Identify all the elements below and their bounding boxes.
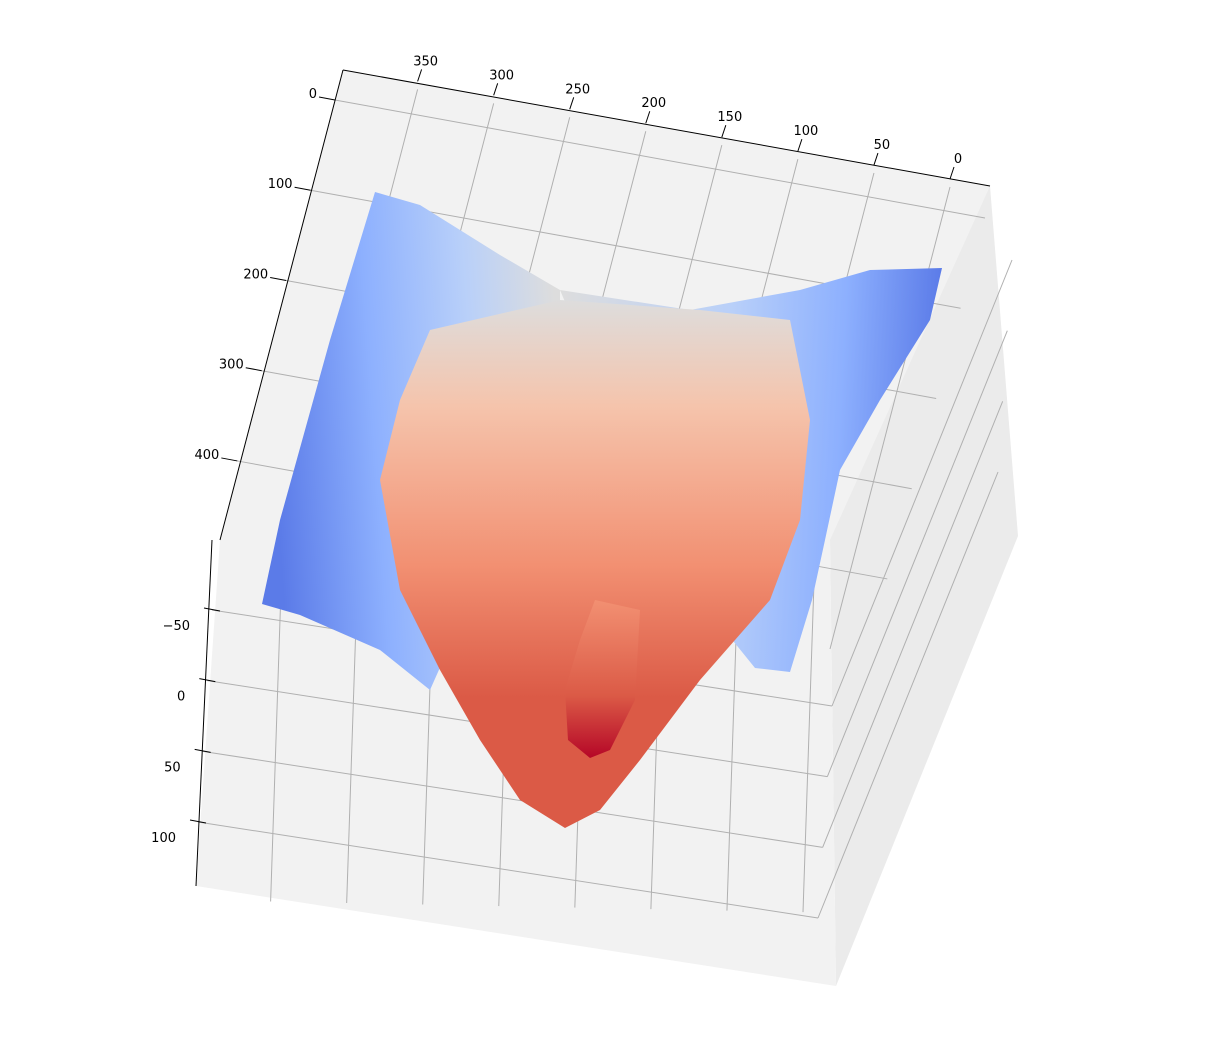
y-tick-label: 100 [268, 177, 293, 192]
pane-side [830, 186, 1018, 986]
x-tick-label: 300 [489, 68, 514, 83]
z-axis-line [195, 539, 213, 887]
y-tick [294, 186, 311, 191]
y-gridline [334, 99, 986, 219]
z-side-gridline [822, 401, 1004, 848]
x-tick [873, 152, 879, 166]
x-tick [569, 97, 575, 110]
y-tick [245, 367, 262, 372]
x-tick-label: 100 [793, 124, 818, 139]
z-tick [203, 607, 221, 612]
surface [262, 192, 942, 828]
z-tick-label: 0 [177, 690, 185, 705]
x-tick-label: 200 [641, 96, 666, 111]
x-tick [949, 166, 955, 180]
surface-center [380, 300, 810, 828]
z-tick [199, 678, 216, 683]
x-tick-label: 50 [874, 138, 891, 153]
x-tick-label: 250 [565, 82, 590, 97]
y-tick [221, 457, 238, 462]
x-tick [797, 138, 803, 152]
x-tick [417, 69, 423, 82]
y-tick-label: 400 [194, 448, 219, 463]
z-gridline [197, 821, 819, 919]
z-side-gridline [817, 471, 999, 919]
y-tick-label: 200 [243, 267, 268, 282]
x-bottom-gridline [802, 552, 816, 913]
x-tick-label: 0 [954, 152, 962, 167]
y-tick [318, 96, 336, 101]
x-tick-label: 350 [413, 54, 438, 69]
y-axis-line [219, 69, 344, 541]
y-tick-label: 0 [309, 87, 317, 102]
y-tick [270, 276, 287, 281]
z-side-gridline [826, 330, 1008, 777]
z-tick-label: 50 [164, 760, 181, 775]
z-gridline [202, 750, 823, 848]
tick-labels: 0 50 100 150 200 250 300 350 0 100 200 300 400 −50 0 50… [151, 54, 962, 846]
z-tick-label: −50 [163, 619, 190, 634]
z-tick [194, 748, 211, 753]
x-tick [645, 111, 651, 124]
x-tick [721, 125, 727, 138]
surface-valley [565, 600, 640, 758]
y-tick-label: 300 [219, 358, 244, 373]
z-tick-label: 100 [151, 831, 176, 846]
z-side-gridline [831, 259, 1013, 707]
x-tick-label: 150 [717, 110, 742, 125]
axis-lines [189, 69, 991, 887]
z-tick [189, 819, 207, 824]
x-tick [493, 83, 499, 96]
x-axis-line [342, 69, 991, 187]
